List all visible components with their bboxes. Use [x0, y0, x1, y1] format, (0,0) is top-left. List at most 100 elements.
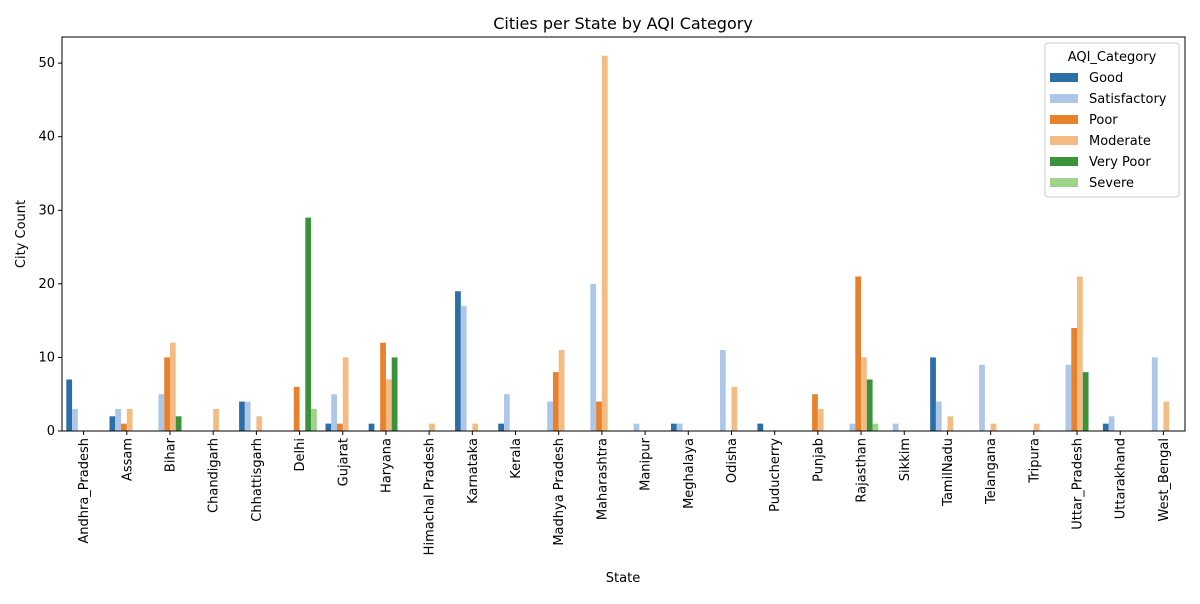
bar-very-poor [1082, 372, 1089, 431]
bar-moderate [861, 357, 867, 431]
x-tick-label: Assam [120, 438, 135, 481]
legend-label: Moderate [1089, 134, 1151, 149]
x-tick-label: Madhya Pradesh [552, 438, 567, 546]
bar-severe [311, 408, 317, 431]
legend-title: AQI_Category [1068, 50, 1157, 65]
bar-good [239, 401, 245, 431]
bar-very-poor [391, 357, 398, 431]
x-tick-label: Himachal Pradesh [423, 438, 438, 555]
x-tick-label: Gujarat [336, 438, 351, 486]
bar-satisfactory [849, 423, 856, 431]
x-tick-label: Manipur [639, 437, 654, 491]
bar-good [498, 423, 505, 431]
x-tick-label: Meghalaya [682, 438, 697, 509]
x-tick-label: West_Bengal [1157, 438, 1172, 521]
x-tick-label: Punjab [811, 438, 826, 482]
y-tick-label: 50 [38, 56, 55, 71]
bar-satisfactory [158, 394, 165, 431]
x-tick-label: TamilNadu [941, 438, 956, 507]
bar-good [930, 357, 936, 431]
bar-good [671, 423, 677, 431]
bar-very-poor [305, 217, 312, 431]
bar-poor [596, 401, 602, 431]
legend-swatch [1050, 94, 1078, 103]
x-axis-label: State [606, 571, 640, 586]
chart-title: Cities per State by AQI Category [493, 14, 753, 33]
plot-frame [61, 36, 1186, 432]
bar-poor [164, 357, 170, 431]
legend: AQI_Category Good Satisfactory Poor Moderat… [1044, 42, 1180, 198]
bar-moderate [558, 350, 565, 431]
bar-very-poor [175, 416, 182, 431]
x-tick-label: Uttar_Pradesh [1071, 438, 1086, 530]
bar-satisfactory [1151, 357, 1158, 431]
legend-box [1044, 42, 1180, 198]
bar-satisfactory [504, 394, 510, 431]
x-tick-label: Andhra_Pradesh [77, 438, 92, 544]
bar-good [66, 379, 73, 431]
x-tick-label: Bihar [163, 437, 178, 472]
bar-moderate [169, 342, 176, 431]
bar-satisfactory [460, 305, 467, 431]
bar-moderate [342, 357, 349, 431]
bar-good [757, 423, 764, 431]
bar-satisfactory [590, 283, 597, 431]
bar-moderate [1033, 423, 1040, 431]
bar-good [325, 423, 332, 431]
bar-very-poor [866, 379, 873, 431]
bar-poor [855, 276, 862, 431]
x-tick-label: Karnataka [466, 438, 481, 504]
y-tick-label: 0 [47, 424, 55, 439]
legend-label: Very Poor [1089, 155, 1151, 170]
x-tick-label: Rajasthan [855, 438, 870, 503]
legend-label: Good [1089, 71, 1123, 86]
bar-poor [380, 342, 386, 431]
bar-satisfactory [1108, 416, 1115, 431]
bar-satisfactory [115, 408, 122, 431]
bar-poor [812, 394, 818, 431]
bar-poor [1071, 327, 1078, 431]
bar-poor [121, 423, 127, 431]
x-axis-ticks: Andhra_Pradesh Assam Bihar Chandigarh Chhatt… [77, 431, 1172, 555]
bar-satisfactory [892, 423, 899, 431]
x-tick-label: Haryana [379, 438, 394, 493]
x-tick-label: Odisha [725, 438, 740, 483]
legend-swatch [1050, 73, 1078, 82]
bar-moderate [990, 423, 997, 431]
bar-satisfactory [331, 394, 337, 431]
x-tick-label: Uttarakhand [1114, 438, 1129, 519]
bar-moderate [213, 408, 219, 431]
x-tick-label: Maharashtra [595, 438, 610, 520]
bar-satisfactory [244, 401, 251, 431]
bar-poor [293, 386, 300, 431]
bar-moderate [472, 423, 479, 431]
bar-satisfactory [676, 423, 683, 431]
bar-moderate [385, 379, 392, 431]
bar-good [109, 416, 116, 431]
x-tick-label: Sikkim [898, 438, 913, 481]
bar-satisfactory [935, 401, 942, 431]
x-tick-label: Kerala [509, 438, 524, 479]
bar-poor [336, 423, 343, 431]
bar-moderate [817, 408, 824, 431]
legend-label: Severe [1089, 176, 1134, 191]
bar-satisfactory [633, 423, 640, 431]
bar-satisfactory [547, 401, 553, 431]
bar-moderate [1163, 401, 1170, 431]
x-tick-label: Telangana [984, 438, 999, 505]
bar-moderate [947, 416, 954, 431]
legend-swatch [1050, 157, 1078, 166]
y-axis-ticks: 0 10 20 30 40 50 [38, 56, 62, 439]
bar-moderate [429, 423, 435, 431]
bar-good [1102, 423, 1109, 431]
y-tick-label: 30 [38, 203, 55, 218]
y-tick-label: 20 [38, 277, 55, 292]
bar-moderate [731, 386, 738, 431]
y-tick-label: 10 [38, 350, 55, 365]
bar-satisfactory [72, 408, 78, 431]
bar-moderate [1077, 276, 1083, 431]
x-tick-label: Tripura [1027, 438, 1042, 484]
bar-satisfactory [719, 350, 726, 431]
